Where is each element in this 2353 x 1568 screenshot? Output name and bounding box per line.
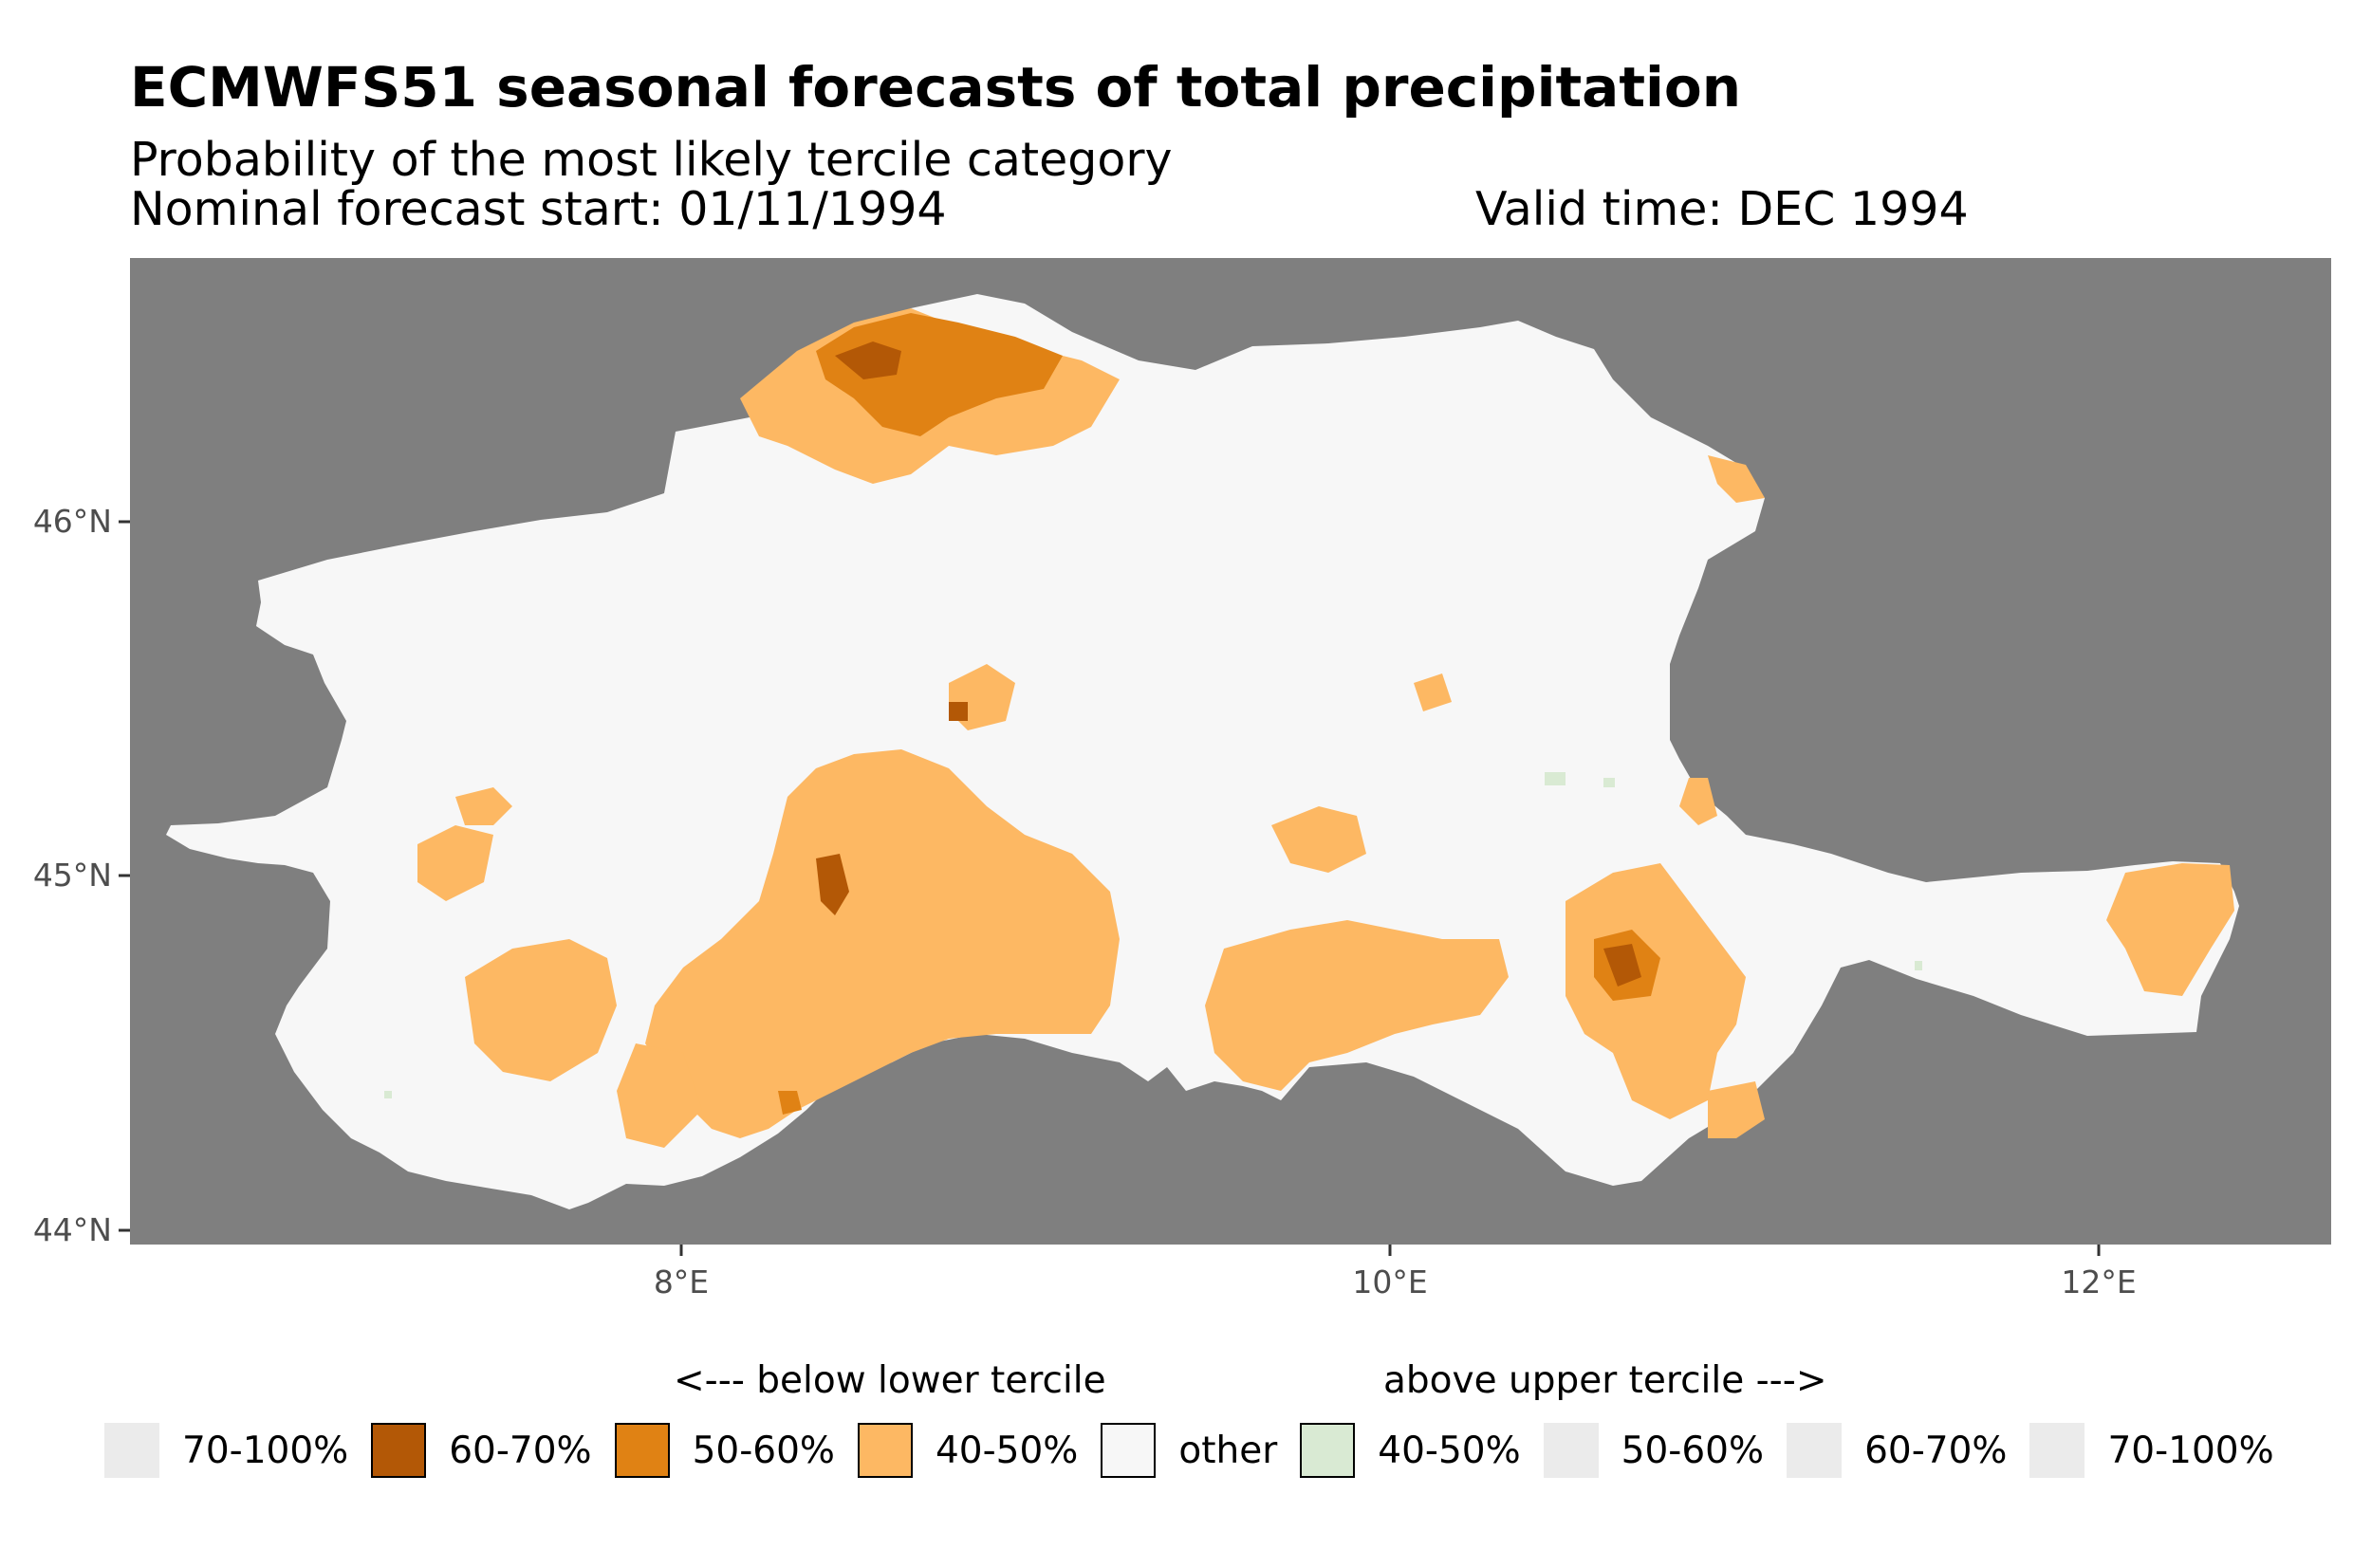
coastal-patch xyxy=(617,1043,702,1148)
legend-label: 70-100% xyxy=(2107,1429,2274,1472)
legend-above-heading: above upper tercile ---> xyxy=(1383,1359,1827,1402)
central-plain-patch xyxy=(645,749,1120,1138)
legend-item: other xyxy=(1101,1423,1277,1478)
legend-swatch xyxy=(1300,1423,1356,1478)
legend-label: 40-50% xyxy=(935,1429,1079,1472)
below-60-70-areas xyxy=(816,341,1641,987)
adriatic-patch xyxy=(2106,863,2234,996)
ytick-label-45: 45°N xyxy=(32,857,112,894)
piedmont-patch xyxy=(455,787,512,825)
central-60-70-patch xyxy=(949,702,968,721)
west-plain-patch xyxy=(465,939,617,1081)
legend-swatch xyxy=(614,1423,670,1478)
above-speck-1 xyxy=(1545,772,1566,785)
legend-label: 50-60% xyxy=(1621,1429,1765,1472)
west-hills-patch xyxy=(417,825,493,901)
coast-50-60-patch xyxy=(778,1091,802,1115)
map-title: ECMWFS51 seasonal forecasts of total pre… xyxy=(130,55,1742,120)
axis-ticks xyxy=(119,520,2101,1256)
legend-swatch xyxy=(857,1423,913,1478)
xtick-label-10: 10°E xyxy=(1352,1264,1428,1301)
legend-item: 50-60% xyxy=(1543,1423,1765,1478)
ytick-label-44: 44°N xyxy=(32,1211,112,1248)
legend-swatch xyxy=(371,1423,427,1478)
northeast-patch xyxy=(1708,455,1765,503)
legend-item: 50-60% xyxy=(614,1423,835,1478)
above-40-50-areas xyxy=(384,772,1922,1098)
xtick-label-8: 8°E xyxy=(653,1264,710,1301)
center-south-patch xyxy=(1271,806,1366,873)
legend-item: 70-100% xyxy=(104,1423,348,1478)
east-coast-patch xyxy=(1679,778,1717,825)
legend-swatch xyxy=(1101,1423,1157,1478)
map-subtitle: Probability of the most likely tercile c… xyxy=(130,133,1173,187)
above-speck-2 xyxy=(1603,778,1615,787)
legend-label: 40-50% xyxy=(1378,1429,1521,1472)
legend-item: 40-50% xyxy=(857,1423,1079,1478)
legend-item: 60-70% xyxy=(371,1423,592,1478)
legend-label: 50-60% xyxy=(692,1429,835,1472)
legend-label: 60-70% xyxy=(449,1429,592,1472)
southern-plain-patch xyxy=(1205,920,1509,1091)
legend-swatch xyxy=(1787,1423,1843,1478)
legend-swatch xyxy=(2029,1423,2085,1478)
legend-label: 70-100% xyxy=(182,1429,349,1472)
east-plain-patch xyxy=(1566,863,1746,1119)
ytick-label-46: 46°N xyxy=(32,503,112,540)
legend-item: 60-70% xyxy=(1787,1423,2007,1478)
alps-60-70-patch xyxy=(835,341,901,379)
legend-item: 40-50% xyxy=(1300,1423,1521,1478)
xtick-label-12: 12°E xyxy=(2061,1264,2137,1301)
forecast-start-label: Nominal forecast start: 01/11/1994 xyxy=(130,182,947,236)
legend-swatch xyxy=(1543,1423,1599,1478)
legend-below-heading: <--- below lower tercile xyxy=(674,1359,1106,1402)
east-60-70-patch xyxy=(1603,944,1641,987)
legend-label: 60-70% xyxy=(1864,1429,2008,1472)
plain-60-70-patch xyxy=(816,854,849,915)
legend: 70-100% 60-70% 50-60% 40-50% other 40-50% 50-6… xyxy=(104,1423,2297,1478)
south-coast-patch xyxy=(1708,1081,1765,1138)
legend-item: 70-100% xyxy=(2029,1423,2274,1478)
legend-label: other xyxy=(1178,1429,1278,1472)
valid-time-label: Valid time: DEC 1994 xyxy=(1475,182,1969,236)
above-speck-3 xyxy=(1915,961,1922,970)
legend-swatch xyxy=(104,1423,159,1478)
above-speck-4 xyxy=(384,1091,392,1098)
ne-hills-patch xyxy=(1414,673,1452,711)
